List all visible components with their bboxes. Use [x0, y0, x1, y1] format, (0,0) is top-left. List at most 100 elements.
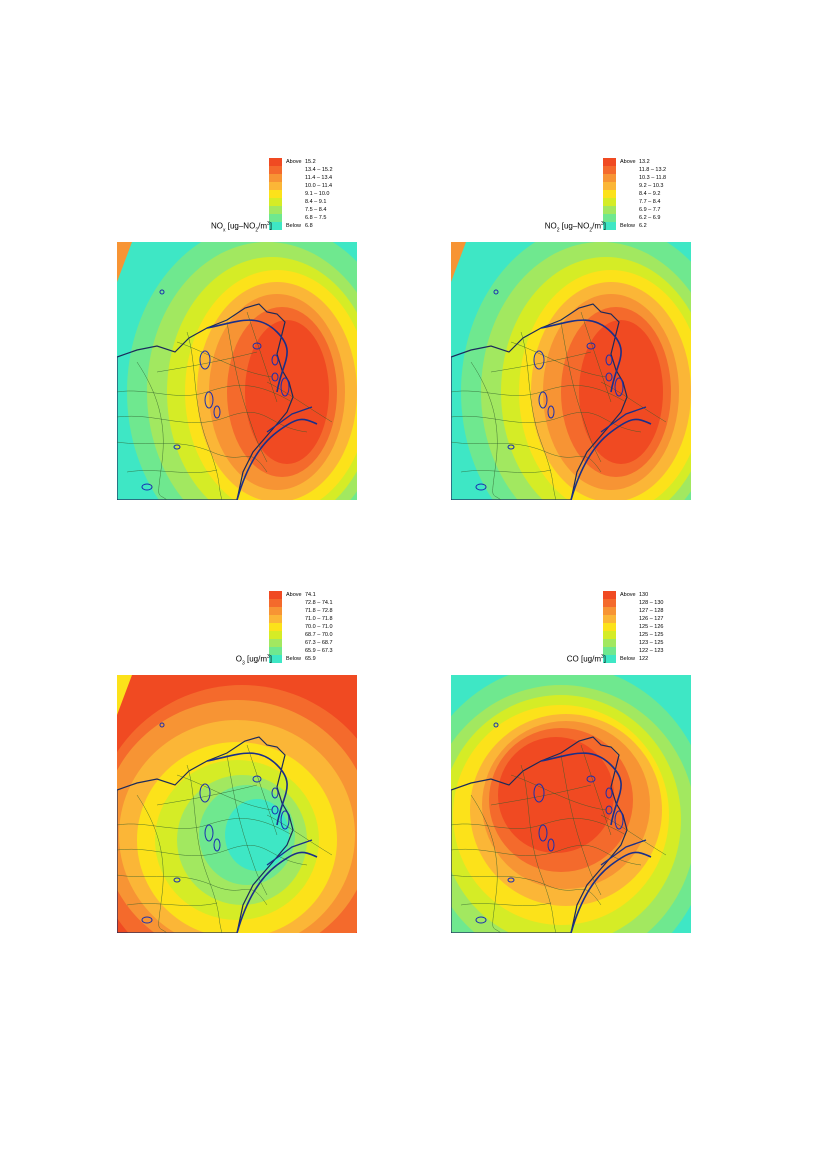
lake-outline	[173, 444, 181, 450]
map-svg	[117, 675, 357, 933]
lake-outline	[159, 722, 165, 728]
road-line	[470, 361, 502, 500]
legend-range: 9.2 – 10.3	[639, 183, 664, 189]
legend-label: 10.0 – 11.4	[286, 182, 332, 190]
lake-outline	[605, 372, 613, 382]
lake-outline	[605, 787, 613, 799]
legend-label: 11.4 – 13.4	[286, 174, 332, 182]
legend-range: 6.8 – 7.5	[305, 215, 327, 221]
legend-entry: 8.4 – 9.1	[269, 198, 361, 206]
legend-label: 9.2 – 10.3	[620, 182, 663, 190]
legend-class-word: Above	[286, 159, 302, 165]
legend-label: Below 6.8	[286, 222, 313, 230]
lake-outline	[586, 775, 596, 783]
quantity-label-co: CO [ug/m3]	[566, 654, 606, 664]
legend-range: 126 – 127	[639, 616, 664, 622]
lake-outline	[199, 783, 211, 803]
legend-entry: 6.9 – 7.7	[603, 206, 695, 214]
lake-outline	[173, 877, 181, 883]
legend-entry: 128 – 130	[603, 599, 695, 607]
legend-swatch	[269, 206, 282, 214]
road-line	[451, 441, 602, 473]
legend-class-word: Below	[286, 223, 301, 229]
road-line	[580, 744, 612, 836]
legend-range: 71.8 – 72.8	[305, 608, 333, 614]
corner-streak	[451, 242, 466, 282]
legend-label: 8.4 – 9.1	[286, 198, 326, 206]
panel-o3: Above 74.1 72.8 – 74.1 71.8 – 72.8 71.0 – 71…	[117, 591, 362, 941]
road-line	[117, 818, 293, 836]
legend-entry: 9.1 – 10.0	[269, 190, 361, 198]
legend-label: 122 – 123	[620, 647, 663, 655]
legend-entry: 8.4 – 9.2	[603, 190, 695, 198]
legend-label: 125 – 126	[620, 623, 663, 631]
road-line	[126, 902, 218, 906]
legend-label: Above 13.2	[620, 158, 650, 166]
legend-swatch	[269, 222, 282, 230]
road-line	[490, 351, 592, 373]
road-line	[490, 784, 592, 806]
legend-swatch	[603, 206, 616, 214]
map-svg	[117, 242, 357, 500]
legend-swatch	[269, 655, 282, 663]
lake-outline	[280, 810, 290, 830]
legend-label: 126 – 127	[620, 615, 663, 623]
road-line	[156, 351, 258, 373]
lake-outline	[204, 824, 214, 842]
legend-entry: 10.3 – 11.8	[603, 174, 695, 182]
legend-range: 6.8	[305, 223, 313, 229]
lake-outline	[533, 350, 545, 370]
legend-entry: Above 13.2	[603, 158, 695, 166]
road-line	[246, 311, 278, 403]
legend-label: Below 6.2	[620, 222, 647, 230]
legend-swatch	[603, 166, 616, 174]
lake-outline	[493, 722, 499, 728]
legend-label: 11.8 – 13.2	[620, 166, 666, 174]
legend-range: 123 – 125	[639, 640, 664, 646]
legend-swatch	[269, 599, 282, 607]
coastline	[117, 736, 294, 933]
legend-label: Above 15.2	[286, 158, 316, 166]
road-line	[176, 341, 273, 378]
legend-class-word: Below	[620, 656, 635, 662]
road-line	[460, 469, 552, 473]
lake-outline	[271, 354, 279, 366]
lake-outline	[533, 783, 545, 803]
lake-outline	[507, 877, 515, 883]
main-road	[570, 851, 652, 933]
lake-outline	[538, 391, 548, 409]
legend-swatch	[603, 198, 616, 206]
legend-entry: 72.8 – 74.1	[269, 599, 361, 607]
legend-swatch	[603, 631, 616, 639]
lake-outline	[547, 838, 555, 852]
lake-outline	[605, 805, 613, 815]
legend-entry: 11.8 – 13.2	[603, 166, 695, 174]
lake-outline	[547, 405, 555, 419]
legend-range: 125 – 126	[639, 624, 664, 630]
lake-outline	[475, 916, 487, 924]
legend-class-word: Above	[620, 159, 636, 165]
legend-label: 13.4 – 15.2	[286, 166, 333, 174]
legend-entry: Below 6.8	[269, 222, 361, 230]
concentration-band	[245, 320, 329, 464]
lake-outline	[271, 805, 279, 815]
road-line	[451, 385, 627, 403]
road-line	[451, 874, 602, 906]
legend-swatch	[603, 182, 616, 190]
legend-label: 6.8 – 7.5	[286, 214, 326, 222]
legend-entry: Below 6.2	[603, 222, 695, 230]
legend-label: Below 122	[620, 655, 648, 663]
lake-outline	[538, 824, 548, 842]
bridge-line	[266, 406, 313, 433]
legend-swatch	[603, 599, 616, 607]
legend-entry: Below 122	[603, 655, 695, 663]
main-road	[236, 418, 318, 500]
legend-class-word: Below	[620, 223, 635, 229]
legend-swatch	[269, 647, 282, 655]
legend-range: 6.9 – 7.7	[639, 207, 661, 213]
road-line	[460, 902, 552, 906]
legend-range: 6.2 – 6.9	[639, 215, 661, 221]
lake-outline	[271, 372, 279, 382]
legend-label: 125 – 125	[620, 631, 663, 639]
quantity-label-o3: O3 [ug/m3]	[235, 654, 272, 667]
